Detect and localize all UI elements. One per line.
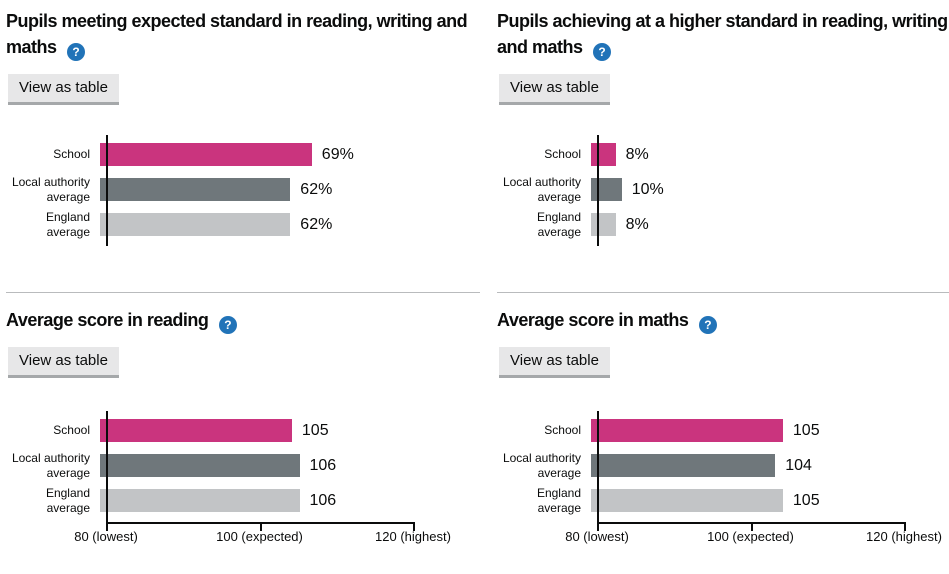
bar-school [591,419,783,442]
chart-title: Pupils achieving at a higher standard in… [497,8,949,61]
chart-row: Local authority average 62% [6,175,480,204]
charts-grid: Pupils meeting expected standard in read… [0,0,949,549]
value-label: 105 [792,492,820,509]
x-axis-tick [750,524,753,531]
value-label: 105 [792,422,820,439]
y-axis-line [597,411,599,531]
view-as-table-button[interactable]: View as table [499,74,610,102]
category-label: England average [536,485,581,515]
x-axis-tick-label: 80 (lowest) [74,529,138,544]
value-label: 10% [631,181,664,198]
bar-chart-maths-score: School 105 Local authority average 104 Engla… [497,411,949,549]
bar-england-average [591,489,783,512]
value-label: 105 [301,422,329,439]
chart-row: Local authority average 106 [6,451,480,480]
chart-panel-reading-score: Average score in reading ? View as table… [6,292,480,549]
x-axis-tick [904,524,906,531]
y-axis-line [597,135,599,246]
chart-row: England average 105 [497,486,949,515]
bar-local-authority-average [100,454,300,477]
chart-row: England average 8% [497,210,949,239]
bar-local-authority-average [591,178,622,201]
x-axis-line [597,522,906,531]
x-axis-tick [259,524,262,531]
bar-chart-higher-standard: School 8% Local authority average 10% Englan… [497,135,949,246]
chart-panel-higher-standard: Pupils achieving at a higher standard in… [497,0,949,292]
category-label: England average [45,485,90,515]
chart-title: Average score in maths ? [497,307,949,334]
category-label: School [53,423,90,437]
value-label: 106 [309,457,337,474]
category-label: England average [536,209,581,239]
category-label: School [544,423,581,437]
x-axis-labels: 80 (lowest) 100 (expected) 120 (highest) [74,529,480,549]
bar-chart-reading-score: School 105 Local authority average 106 Engla… [6,411,480,549]
x-axis-tick-label: 100 (expected) [707,529,794,544]
view-as-table-button[interactable]: View as table [8,347,119,375]
bar-england-average [100,213,291,236]
chart-panel-maths-score: Average score in maths ? View as table S… [497,292,949,549]
category-label: Local authority average [11,450,90,480]
bar-school [591,143,616,166]
chart-row: Local authority average 104 [497,451,949,480]
chart-title: Average score in reading ? [6,307,480,334]
bar-school [100,419,292,442]
category-label: Local authority average [11,174,90,204]
category-label: School [53,147,90,161]
bar-england-average [100,489,300,512]
help-icon[interactable]: ? [698,316,717,334]
help-icon[interactable]: ? [593,43,612,61]
chart-plot: School 8% Local authority average 10% Englan… [497,135,949,239]
value-label: 8% [625,216,649,233]
left-column: Pupils meeting expected standard in read… [0,0,480,549]
chart-title-text: Average score in maths [497,310,689,330]
help-icon[interactable]: ? [218,316,237,334]
value-label: 8% [625,146,649,163]
x-axis-tick-label: 120 (highest) [866,529,942,544]
x-axis-tick-label: 100 (expected) [216,529,303,544]
chart-row: School 69% [6,143,480,166]
x-axis-tick-label: 80 (lowest) [565,529,629,544]
value-label: 106 [309,492,337,509]
bar-england-average [591,213,616,236]
view-as-table-button[interactable]: View as table [499,347,610,375]
y-axis-line [106,135,108,246]
bar-local-authority-average [591,454,776,477]
chart-title-text: Average score in reading [6,310,209,330]
view-as-table-button[interactable]: View as table [8,74,119,102]
chart-plot: School 105 Local authority average 104 Engla… [497,411,949,515]
bar-local-authority-average [100,178,291,201]
category-label: Local authority average [502,174,581,204]
chart-row: England average 62% [6,210,480,239]
chart-title-text: Pupils achieving at a higher standard in… [497,11,948,57]
chart-row: Local authority average 10% [497,175,949,204]
bar-school [100,143,312,166]
category-label: School [544,147,581,161]
x-axis-tick [413,524,415,531]
y-axis-line [106,411,108,531]
value-label: 62% [300,216,333,233]
chart-title-text: Pupils meeting expected standard in read… [6,11,468,57]
chart-title: Pupils meeting expected standard in read… [6,8,480,61]
right-column: Pupils achieving at a higher standard in… [491,0,949,549]
x-axis-tick-label: 120 (highest) [375,529,451,544]
chart-panel-expected-standard: Pupils meeting expected standard in read… [6,0,480,292]
x-axis-labels: 80 (lowest) 100 (expected) 120 (highest) [565,529,949,549]
category-label: England average [45,209,90,239]
value-label: 69% [321,146,354,163]
category-label: Local authority average [502,450,581,480]
help-icon[interactable]: ? [67,43,86,61]
chart-row: England average 106 [6,486,480,515]
chart-row: School 8% [497,143,949,166]
chart-plot: School 105 Local authority average 106 Engla… [6,411,480,515]
value-label: 62% [300,181,333,198]
chart-row: School 105 [497,419,949,442]
value-label: 104 [785,457,812,474]
x-axis-line [106,522,415,531]
bar-chart-expected-standard: School 69% Local authority average 62% Engla… [6,135,480,246]
chart-plot: School 69% Local authority average 62% Engla… [6,135,480,239]
chart-row: School 105 [6,419,480,442]
